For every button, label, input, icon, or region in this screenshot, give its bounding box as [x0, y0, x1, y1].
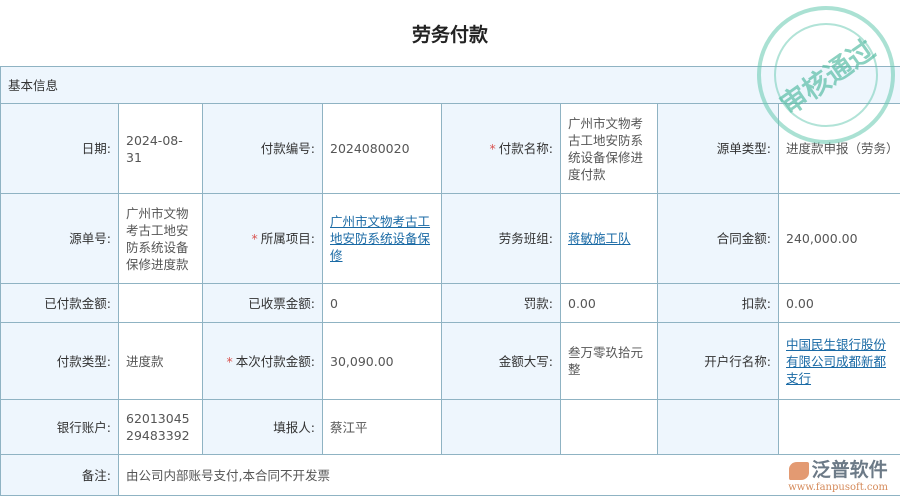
deduction-label: 扣款:	[657, 283, 779, 323]
pay-no-label: 付款编号:	[202, 103, 323, 194]
page-title: 劳务付款	[411, 24, 488, 46]
amt-upper-value: 叁万零玖拾元整	[560, 322, 658, 400]
pay-type-value: 进度款	[118, 322, 203, 400]
account-label: 银行账户:	[0, 399, 119, 455]
contract-amt-value: 240,000.00	[777, 193, 900, 284]
filler-label: 填报人:	[202, 399, 323, 455]
section-header: 基本信息	[0, 66, 900, 104]
payment-form: 基本信息 日期: 2024-08-31 付款编号: 2024080020 * 付款…	[0, 66, 900, 496]
src-type-label: 源单类型:	[657, 103, 779, 194]
this-amt-value: 30,090.00	[322, 322, 442, 400]
bank-link[interactable]: 中国民生银行股份有限公司成都新都支行	[786, 336, 887, 386]
remark-value: 由公司内部账号支付,本合同不开发票	[117, 454, 900, 496]
logo-icon	[788, 461, 809, 480]
invoiced-amt-label: 已收票金额:	[202, 283, 323, 323]
pay-no-value: 2024080020	[322, 103, 442, 194]
filler-value: 蔡江平	[322, 399, 442, 455]
penalty-value: 0.00	[560, 283, 658, 323]
src-no-label: 源单号:	[0, 193, 119, 284]
paid-amt-label: 已付款金额:	[0, 283, 119, 323]
date-value: 2024-08-31	[118, 103, 203, 194]
pay-type-label: 付款类型:	[0, 322, 119, 400]
date-label: 日期:	[0, 103, 119, 194]
team-label: 劳务班组:	[441, 193, 561, 284]
paid-amt-value	[118, 283, 203, 323]
src-no-value: 广州市文物考古工地安防系统设备保修进度款	[118, 193, 203, 284]
pay-name-value: 广州市文物考古工地安防系统设备保修进度付款	[560, 103, 658, 194]
account-value: 6201304529483392	[118, 399, 203, 455]
deduction-value: 0.00	[777, 283, 900, 323]
fanpu-logo: 泛普软件 www.fanpusoft.com	[788, 459, 888, 493]
pay-name-label: * 付款名称:	[441, 103, 561, 194]
project-link[interactable]: 广州市文物考古工地安防系统设备保修	[330, 214, 431, 263]
team-link[interactable]: 蒋敏施工队	[568, 231, 631, 246]
contract-amt-label: 合同金额:	[657, 193, 779, 284]
amt-upper-label: 金额大写:	[441, 322, 561, 400]
remark-label: 备注:	[0, 454, 119, 496]
invoiced-amt-value: 0	[322, 283, 442, 323]
bank-label: 开户行名称:	[657, 322, 779, 400]
penalty-label: 罚款:	[441, 283, 561, 323]
project-label: * 所属项目:	[202, 193, 323, 284]
src-type-value: 进度款申报（劳务）	[777, 103, 900, 194]
this-amt-label: * 本次付款金额:	[202, 322, 323, 400]
